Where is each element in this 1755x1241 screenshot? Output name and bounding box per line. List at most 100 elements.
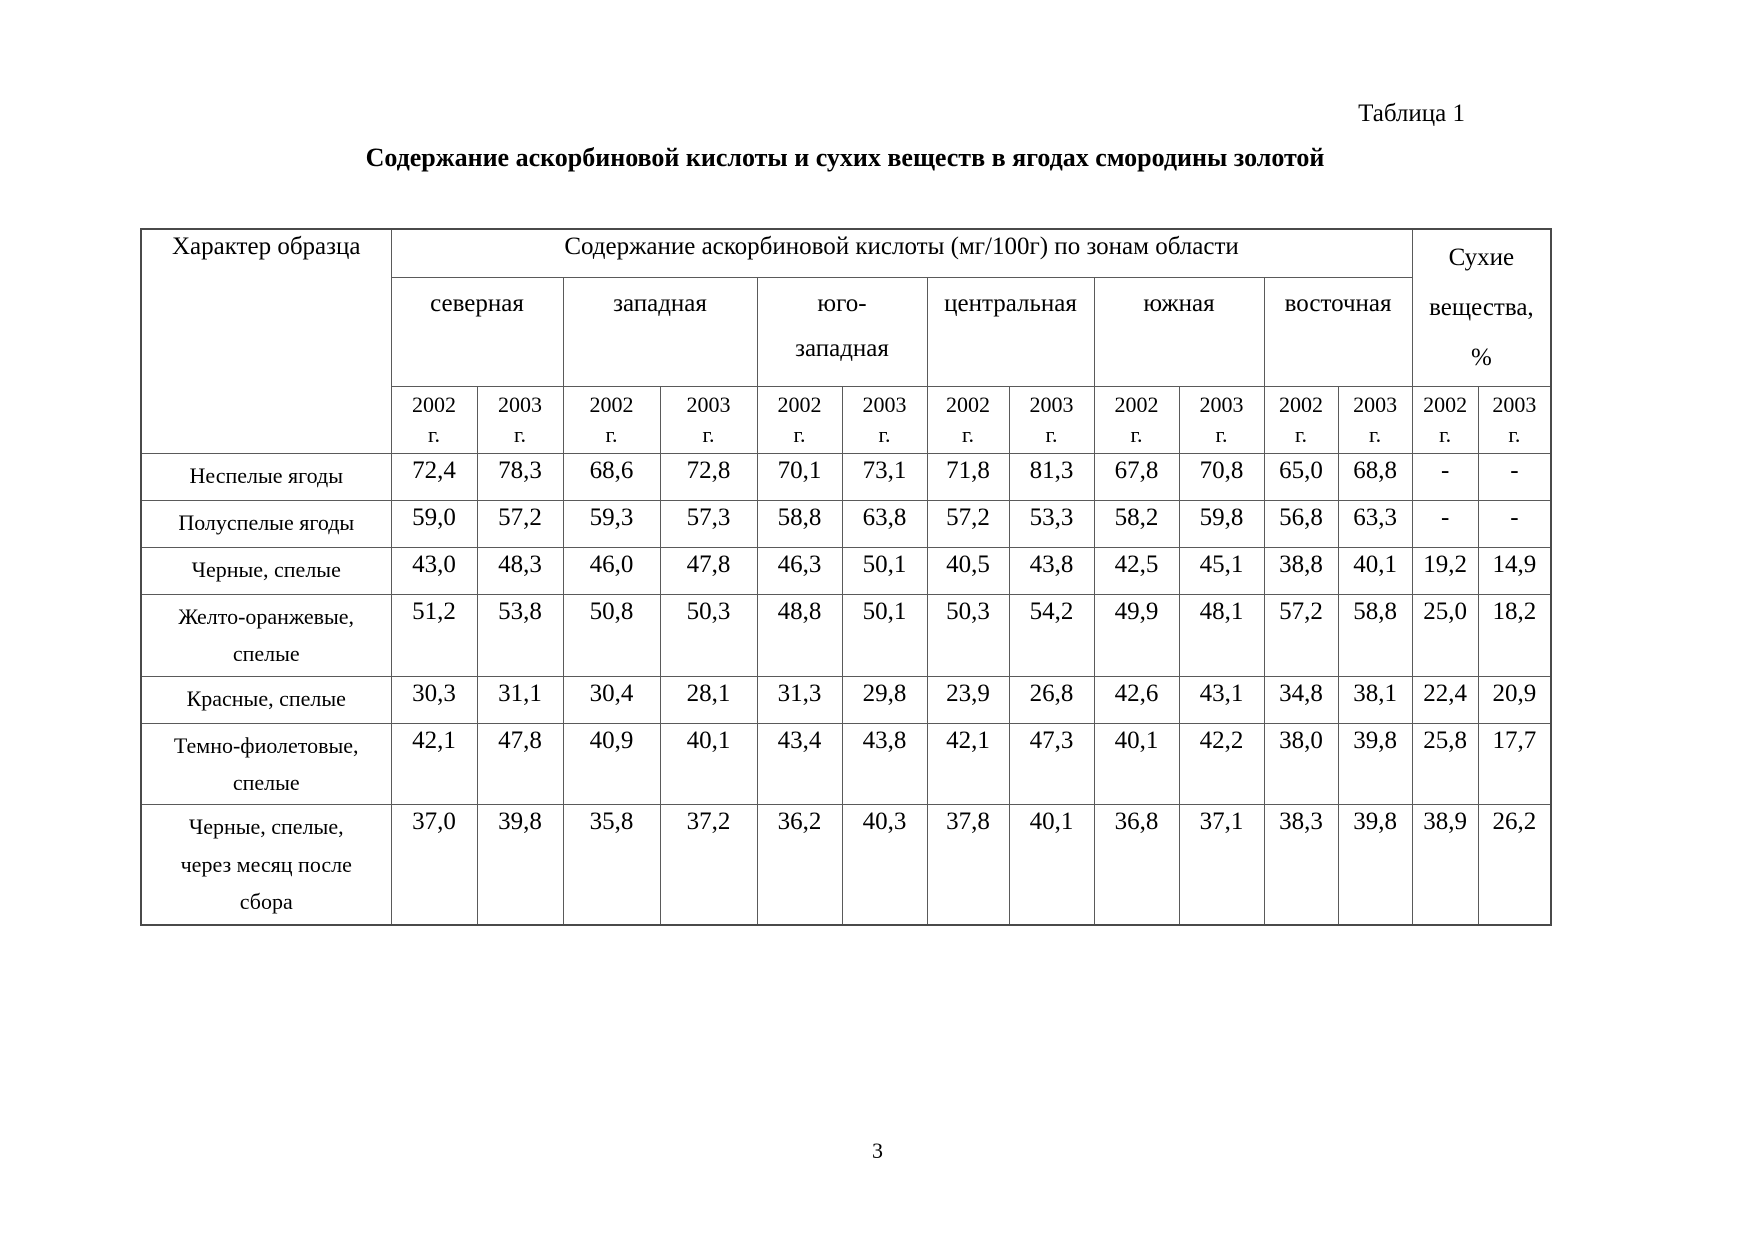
year-header-cell: 2002 г. (1263, 386, 1339, 454)
value-cell: 71,8 (926, 452, 1010, 501)
value-cell: 72,4 (390, 452, 478, 501)
value-cell: 17,7 (1477, 722, 1552, 806)
zone-header-cell: южная (1093, 276, 1265, 388)
value-cell: 50,1 (841, 546, 928, 595)
row-label-cell: Черные, спелые (140, 546, 392, 595)
year-header-cell: 2003 г. (1008, 386, 1095, 454)
value-cell: 19,2 (1411, 546, 1479, 595)
year-header-cell: 2003 г. (476, 386, 564, 454)
value-cell: 25,8 (1411, 722, 1479, 806)
value-cell: 51,2 (390, 593, 478, 677)
value-cell: 23,9 (926, 675, 1010, 724)
col-header-dry-matter: Сухие вещества, % (1411, 228, 1552, 388)
value-cell: 37,0 (390, 804, 478, 926)
col-header-ascorbic-acid: Содержание аскорбиновой кислоты (мг/100г… (390, 228, 1413, 278)
value-cell: 39,8 (1337, 722, 1413, 806)
value-cell: 42,1 (390, 722, 478, 806)
value-cell: - (1477, 499, 1552, 548)
value-cell: 48,1 (1178, 593, 1265, 677)
data-table: Характер образца Содержание аскорбиновой… (140, 228, 1553, 926)
value-cell: 72,8 (659, 452, 758, 501)
value-cell: 59,3 (562, 499, 661, 548)
row-label-cell: Полуспелые ягоды (140, 499, 392, 548)
value-cell: 39,8 (1337, 804, 1413, 926)
value-cell: 40,1 (1093, 722, 1180, 806)
value-cell: 42,2 (1178, 722, 1265, 806)
value-cell: 20,9 (1477, 675, 1552, 724)
table-row: Полуспелые ягоды 59,0 57,2 59,3 57,3 58,8 63,8… (140, 499, 1552, 548)
table-row: Темно-фиолетовые, спелые 42,1 47,8 40,9 40,1… (140, 722, 1552, 806)
value-cell: 37,8 (926, 804, 1010, 926)
row-label-cell: Красные, спелые (140, 675, 392, 724)
value-cell: 38,9 (1411, 804, 1479, 926)
value-cell: 40,9 (562, 722, 661, 806)
value-cell: 42,1 (926, 722, 1010, 806)
value-cell: 26,8 (1008, 675, 1095, 724)
value-cell: 78,3 (476, 452, 564, 501)
year-header-cell: 2003 г. (1477, 386, 1552, 454)
page-number: 3 (872, 1138, 883, 1163)
value-cell: - (1477, 452, 1552, 501)
value-cell: 70,8 (1178, 452, 1265, 501)
value-cell: 40,1 (659, 722, 758, 806)
zone-header-row: северная западная юго- западная центральная… (141, 276, 1551, 388)
value-cell: 68,6 (562, 452, 661, 501)
table-row: Неспелые ягоды 72,4 78,3 68,6 72,8 70,1 73,1 71… (140, 452, 1552, 501)
table-row: Черные, спелые 43,0 48,3 46,0 47,8 46,3 50,1 40… (140, 546, 1552, 595)
value-cell: 58,8 (756, 499, 843, 548)
value-cell: 35,8 (562, 804, 661, 926)
value-cell: 57,2 (476, 499, 564, 548)
value-cell: 65,0 (1263, 452, 1339, 501)
value-cell: 63,8 (841, 499, 928, 548)
value-cell: 31,3 (756, 675, 843, 724)
value-cell: 47,8 (659, 546, 758, 595)
zone-header-cell: восточная (1263, 276, 1413, 388)
value-cell: 36,8 (1093, 804, 1180, 926)
value-cell: 26,2 (1477, 804, 1552, 926)
table-row: Желто-оранжевые, спелые 51,2 53,8 50,8 50,3 4… (140, 593, 1552, 677)
value-cell: 34,8 (1263, 675, 1339, 724)
value-cell: 42,5 (1093, 546, 1180, 595)
year-header-cell: 2002 г. (1093, 386, 1180, 454)
table-body: Неспелые ягоды 72,4 78,3 68,6 72,8 70,1 73,1 71… (140, 452, 1552, 926)
value-cell: 47,3 (1008, 722, 1095, 806)
value-cell: 47,8 (476, 722, 564, 806)
value-cell: 54,2 (1008, 593, 1095, 677)
year-header-cell: 2003 г. (1178, 386, 1265, 454)
value-cell: 38,0 (1263, 722, 1339, 806)
table-title: Содержание аскорбиновой кислоты и сухих … (365, 142, 1325, 172)
value-cell: 40,1 (1008, 804, 1095, 926)
year-header-cell: 2003 г. (841, 386, 928, 454)
value-cell: 31,1 (476, 675, 564, 724)
value-cell: 43,8 (1008, 546, 1095, 595)
year-header-cell: 2002 г. (1411, 386, 1479, 454)
value-cell: 18,2 (1477, 593, 1552, 677)
row-label-cell: Черные, спелые, через месяц после сбора (140, 804, 392, 926)
value-cell: 42,6 (1093, 675, 1180, 724)
value-cell: 37,1 (1178, 804, 1265, 926)
year-header-cell: 2003 г. (1337, 386, 1413, 454)
value-cell: 59,0 (390, 499, 478, 548)
year-header-cell: 2003 г. (659, 386, 758, 454)
row-label-cell: Желто-оранжевые, спелые (140, 593, 392, 677)
value-cell: 22,4 (1411, 675, 1479, 724)
value-cell: 30,4 (562, 675, 661, 724)
value-cell: 43,0 (390, 546, 478, 595)
value-cell: 73,1 (841, 452, 928, 501)
value-cell: 29,8 (841, 675, 928, 724)
value-cell: 57,2 (926, 499, 1010, 548)
zone-header-cell: северная (390, 276, 564, 388)
row-label-cell: Неспелые ягоды (140, 452, 392, 501)
value-cell: 50,8 (562, 593, 661, 677)
value-cell: 63,3 (1337, 499, 1413, 548)
value-cell: 53,8 (476, 593, 564, 677)
zone-header-cell: центральная (926, 276, 1095, 388)
value-cell: 57,2 (1263, 593, 1339, 677)
value-cell: 57,3 (659, 499, 758, 548)
year-header-cell: 2002 г. (390, 386, 478, 454)
value-cell: 38,1 (1337, 675, 1413, 724)
value-cell: 81,3 (1008, 452, 1095, 501)
value-cell: 38,8 (1263, 546, 1339, 595)
year-header-cell: 2002 г. (562, 386, 661, 454)
